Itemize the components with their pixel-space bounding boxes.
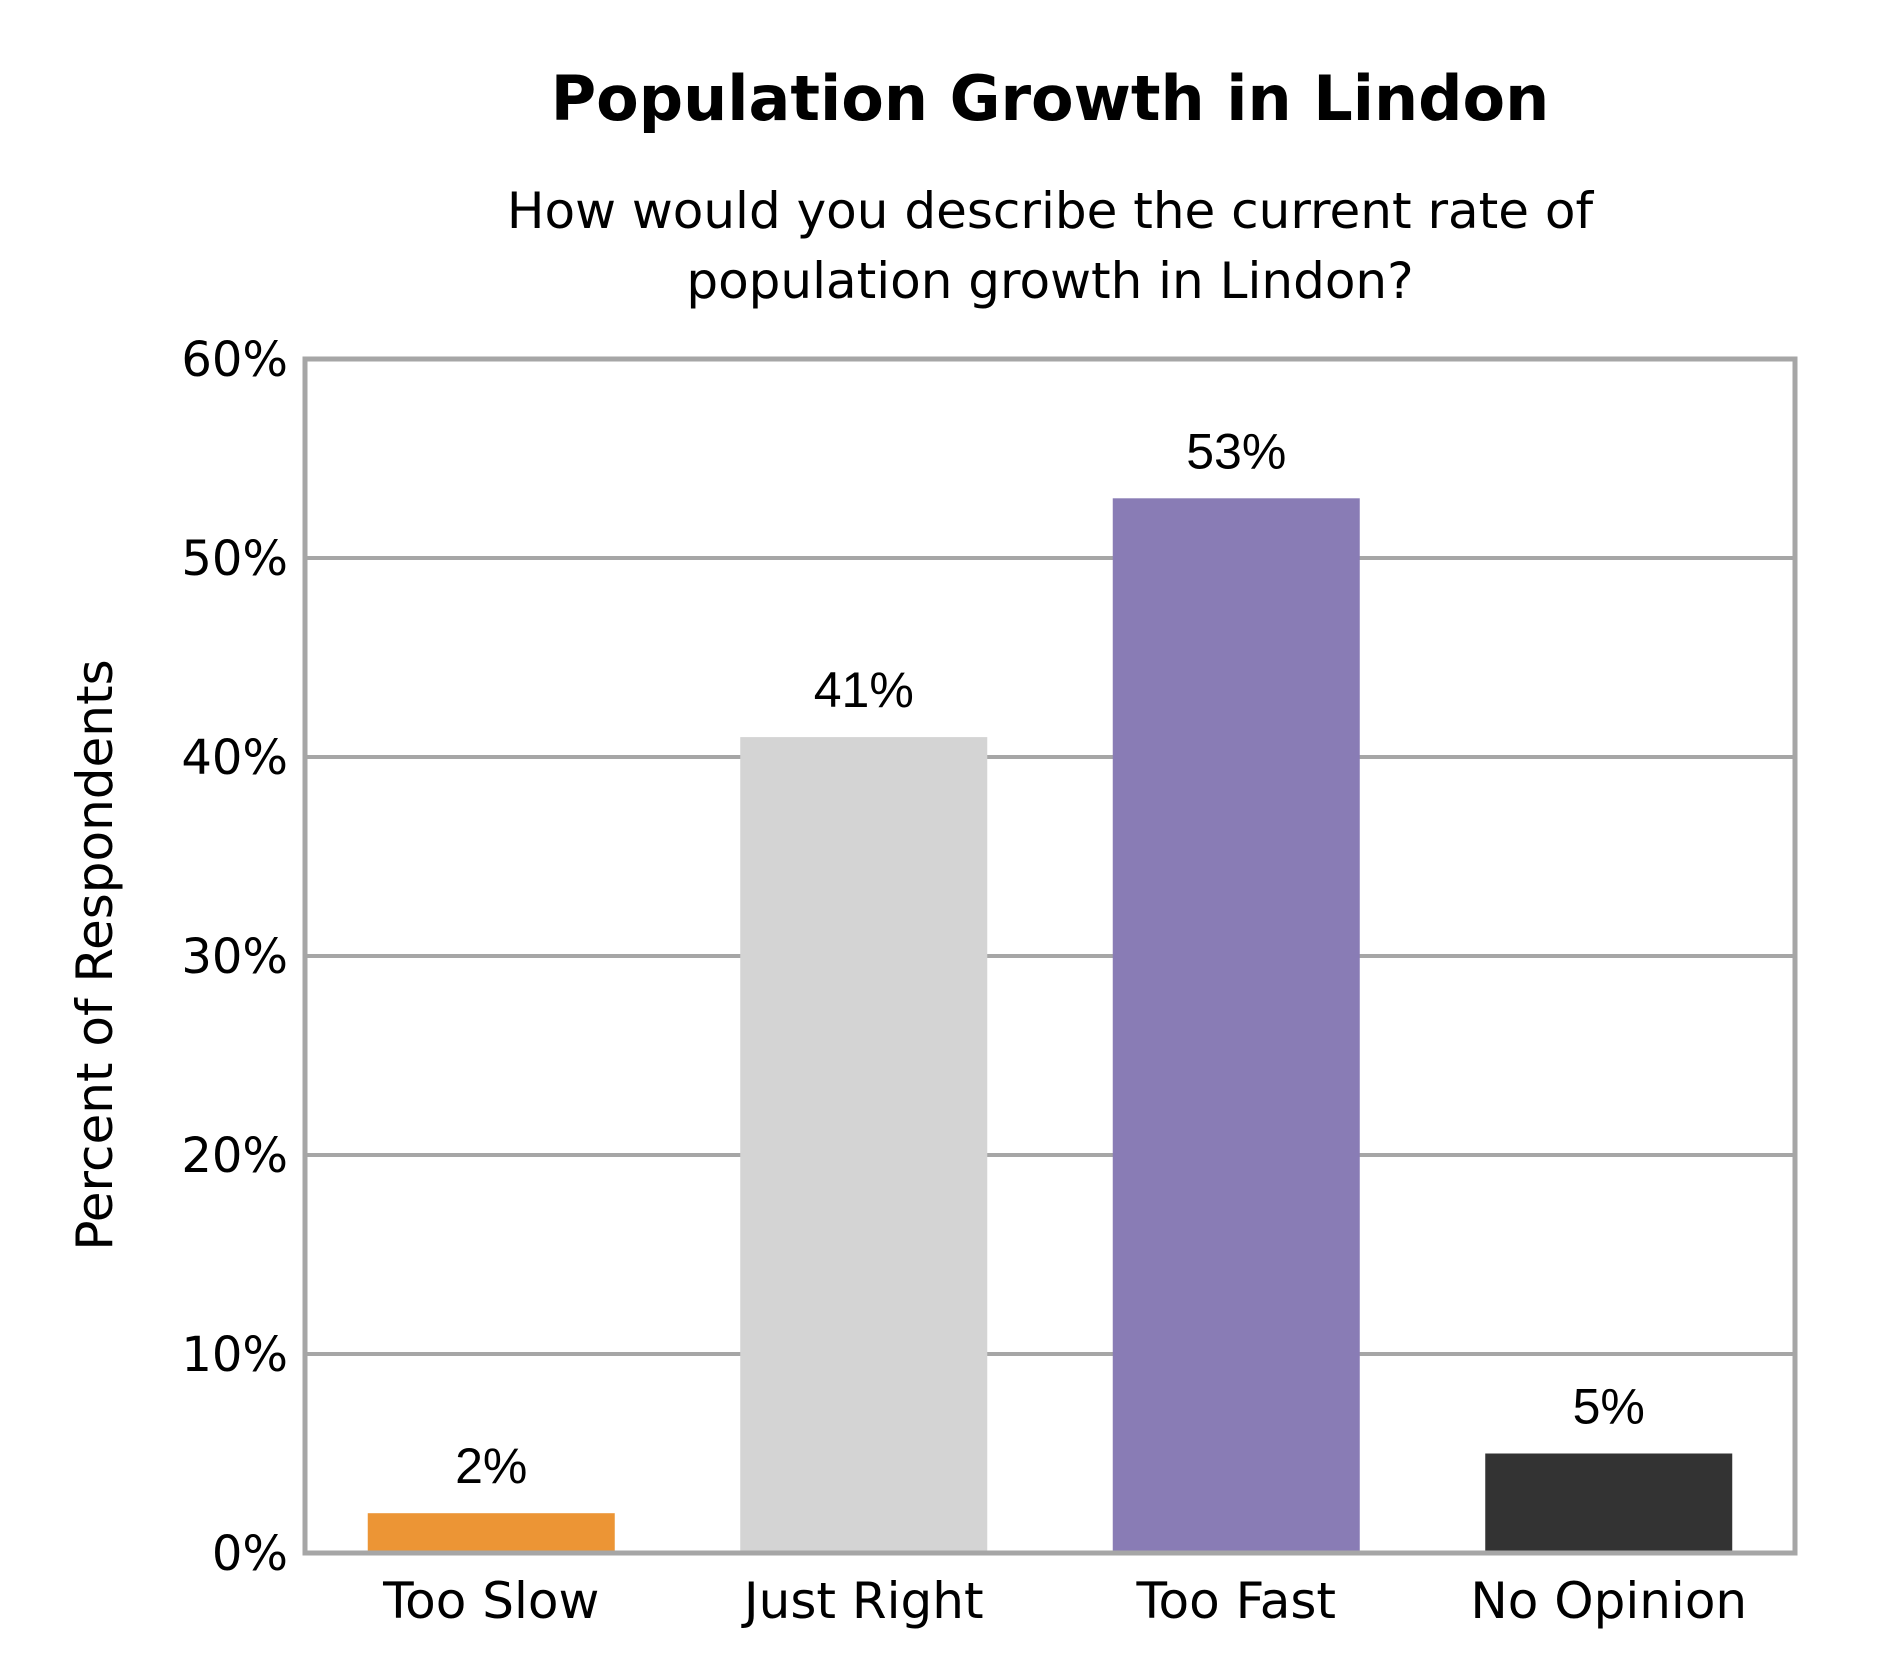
x-tick-label: Too Fast	[1135, 1572, 1336, 1630]
x-tick-labels: Too Slow Just Right Too Fast No Opinion	[382, 1572, 1747, 1630]
bar	[367, 1513, 615, 1553]
y-tick-label: 60%	[181, 332, 288, 388]
y-tick-label: 20%	[181, 1128, 288, 1184]
subtitle-line-1: How would you describe the current rate …	[506, 182, 1594, 240]
plot-frame	[302, 356, 1798, 1556]
subtitle-line-2: population growth in Lindon?	[686, 252, 1414, 310]
bar	[1112, 498, 1360, 1553]
x-tick-label: Too Slow	[382, 1572, 599, 1630]
data-labels: 2% 41% 53% 5%	[455, 423, 1645, 1494]
data-label: 53%	[1186, 423, 1286, 479]
y-tick-label: 0%	[212, 1526, 288, 1582]
data-label: 5%	[1573, 1379, 1645, 1435]
y-tick-label: 10%	[181, 1327, 288, 1383]
bar	[740, 737, 988, 1553]
bars	[367, 498, 1733, 1553]
x-tick-label: Just Right	[741, 1572, 984, 1630]
chart-subtitle: How would you describe the current rate …	[300, 176, 1800, 316]
bar	[1485, 1453, 1733, 1553]
x-tick-label: No Opinion	[1470, 1572, 1747, 1630]
y-tick-label: 50%	[181, 531, 288, 587]
y-tick-label: 40%	[181, 730, 288, 786]
y-tick-labels: 0% 10% 20% 30% 40% 50% 60%	[181, 332, 288, 1582]
y-tick-label: 30%	[181, 929, 288, 985]
y-axis-label: Percent of Respondents	[66, 659, 124, 1250]
data-label: 41%	[814, 662, 914, 718]
data-label: 2%	[455, 1438, 527, 1494]
gridlines	[305, 556, 1795, 1356]
chart-title: Population Growth in Lindon	[550, 62, 1550, 135]
